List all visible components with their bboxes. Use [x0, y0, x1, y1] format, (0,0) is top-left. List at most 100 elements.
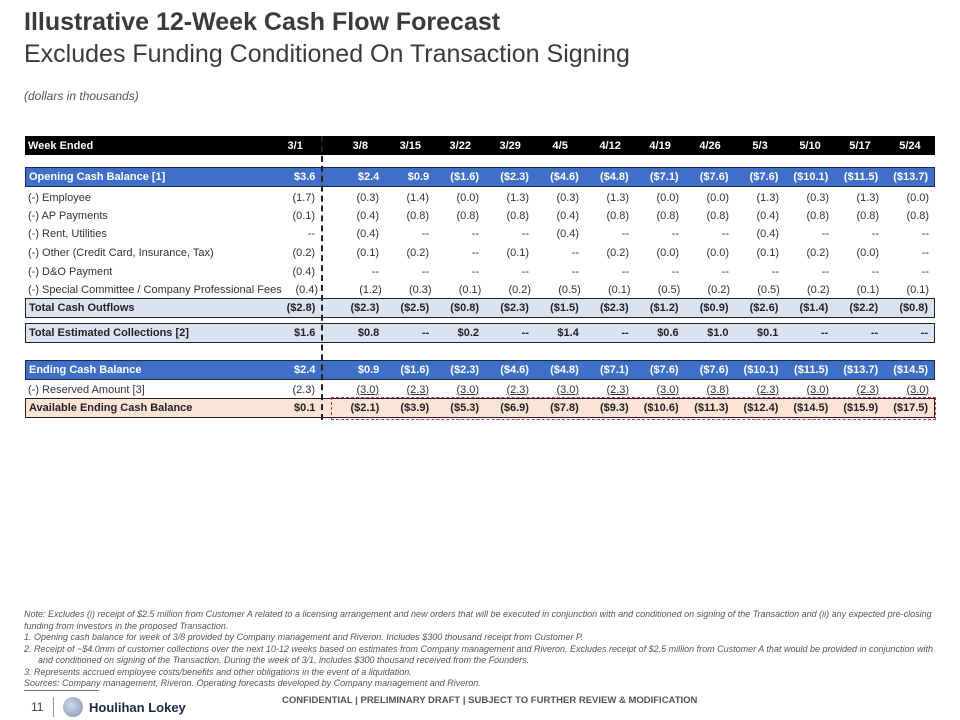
- cell: 5/3: [752, 139, 768, 152]
- cell: $1.4: [557, 327, 579, 339]
- cell: (0.1): [356, 246, 380, 259]
- cell: 5/24: [899, 139, 921, 152]
- cell: (1.2): [359, 283, 382, 296]
- footnotes: Note: Excludes (i) receipt of $2.5 milli…: [24, 609, 939, 690]
- cell: (0.1): [856, 283, 880, 296]
- cell: (1.3): [756, 191, 780, 204]
- row-label: Week Ended: [28, 139, 94, 152]
- cell: (3.8): [706, 383, 730, 396]
- cell: (0.5): [657, 283, 681, 296]
- cell: (0.0): [906, 191, 930, 204]
- cell: --: [307, 227, 316, 240]
- cell: ($13.7): [893, 171, 929, 183]
- cell: ($4.8): [599, 171, 629, 183]
- cell: --: [421, 265, 430, 278]
- cell: $0.2: [457, 327, 480, 339]
- cell: (0.2): [606, 246, 630, 259]
- cell: --: [621, 265, 630, 278]
- confidential-banner: CONFIDENTIAL | PRELIMINARY DRAFT | SUBJE…: [282, 695, 698, 706]
- row-label: (-) Rent, Utilities: [28, 227, 107, 240]
- cell: ($7.1): [649, 171, 679, 183]
- cell: (3.0): [556, 383, 580, 396]
- row-label: (-) Special Committee / Company Professi…: [28, 283, 282, 296]
- cell: (0.1): [506, 246, 530, 259]
- cell: $0.1: [756, 327, 779, 339]
- cell: --: [921, 227, 930, 240]
- cell: --: [471, 265, 480, 278]
- cell: ($4.8): [550, 364, 579, 376]
- cell: ($2.3): [500, 171, 529, 183]
- sources-text: Sources: Company management, Riveron. Op…: [24, 678, 481, 688]
- cell: (0.2): [806, 283, 830, 296]
- cell: ($2.8): [286, 302, 316, 314]
- table-row: (-) Employee (1.7) (0.3) (1.4) (0.0) (1.3) (0.…: [25, 188, 935, 207]
- cell: $1.6: [293, 327, 316, 339]
- globe-logo-icon: [63, 697, 83, 717]
- cell: --: [671, 265, 680, 278]
- cell: (0.1): [607, 283, 631, 296]
- cell: (3.0): [656, 383, 680, 396]
- cell: (0.8): [506, 209, 530, 222]
- cell: ($7.6): [649, 364, 679, 376]
- cell: --: [371, 265, 380, 278]
- units-note: (dollars in thousands): [24, 89, 139, 103]
- cell: ($11.3): [694, 402, 729, 414]
- table-row: Ending Cash Balance $2.4 $0.9 ($1.6) ($2.3) (…: [25, 360, 935, 380]
- cell: 4/12: [599, 139, 621, 152]
- cell: (3.0): [806, 383, 830, 396]
- cell: 3/15: [399, 139, 421, 152]
- cell: ($1.2): [649, 302, 679, 314]
- table-row: Opening Cash Balance [1] $3.6 $2.4 $0.9 ($1.…: [25, 167, 935, 187]
- table-row: Available Ending Cash Balance $0.1 ($2.1) (…: [25, 398, 935, 418]
- table-row: (-) Reserved Amount [3] (2.3) (3.0) (2.3) (3…: [25, 380, 935, 399]
- cell: 4/19: [649, 139, 671, 152]
- cell: ($2.3): [350, 302, 380, 314]
- cell: (0.1): [756, 246, 780, 259]
- cell: ($17.5): [893, 402, 929, 414]
- cell: (0.0): [656, 246, 680, 259]
- row-label: Opening Cash Balance [1]: [29, 171, 166, 183]
- cell: ($2.3): [599, 302, 629, 314]
- cell: ($15.9): [843, 402, 879, 414]
- cell: (0.0): [706, 191, 730, 204]
- cell: (0.8): [606, 209, 630, 222]
- table-row: (-) D&O Payment (0.4) -- -- -- -- -- -- -- -- -- --…: [25, 262, 935, 281]
- cell: (0.4): [292, 265, 316, 278]
- cell: 4/5: [552, 139, 568, 152]
- footnote-1: 1. Opening cash balance for week of 3/8 …: [24, 632, 584, 642]
- cell: (0.0): [706, 246, 730, 259]
- cell: (0.8): [856, 209, 880, 222]
- cell: (0.2): [707, 283, 731, 296]
- cell: --: [521, 265, 530, 278]
- table-row: (-) Rent, Utilities -- (0.4) -- -- -- (0.4) -- -…: [25, 224, 935, 243]
- cell: --: [721, 227, 730, 240]
- cell: ($2.2): [849, 302, 879, 314]
- cell: (0.2): [292, 246, 316, 259]
- cell: (0.2): [806, 246, 830, 259]
- cell: 3/22: [449, 139, 471, 152]
- cell: (0.3): [556, 191, 580, 204]
- cell: ($3.9): [400, 402, 430, 414]
- cell: (1.7): [292, 191, 316, 204]
- cell: ($7.6): [699, 364, 729, 376]
- cell: (0.4): [556, 227, 580, 240]
- page-title: Illustrative 12-Week Cash Flow Forecast: [24, 8, 501, 36]
- cell: ($4.6): [550, 171, 579, 183]
- cell: ($6.9): [500, 402, 529, 414]
- cell: --: [821, 265, 830, 278]
- footnote-2: 2. Receipt of ~$4.0mm of customer collec…: [24, 643, 934, 666]
- cell: (0.1): [292, 209, 316, 222]
- cell: ($2.3): [500, 302, 529, 314]
- cell: --: [571, 265, 580, 278]
- cell: (0.4): [356, 209, 380, 222]
- cell: --: [721, 265, 730, 278]
- row-label: Available Ending Cash Balance: [29, 402, 193, 414]
- cell: (0.1): [906, 283, 930, 296]
- cell: (0.8): [406, 209, 430, 222]
- cell: (0.0): [456, 191, 480, 204]
- cell: $0.9: [407, 171, 430, 183]
- row-label: (-) D&O Payment: [28, 265, 113, 278]
- cell: --: [871, 227, 880, 240]
- cell: ($10.6): [643, 402, 679, 414]
- table-row: Total Estimated Collections [2] $1.6 $0.8 -…: [25, 323, 935, 343]
